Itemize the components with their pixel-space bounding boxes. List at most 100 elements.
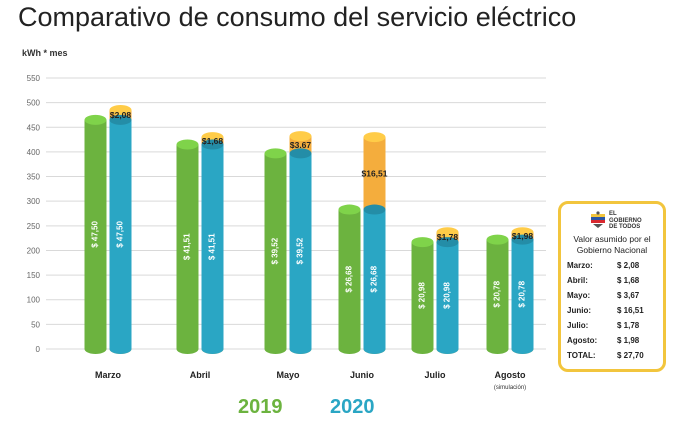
bar-subsidy-top [201, 132, 224, 143]
y-tick-label: 150 [27, 271, 41, 280]
bar-2020 [109, 119, 132, 349]
bar-2020-top [109, 114, 132, 125]
gobierno-logo: EL GOBIERNO DE TODOS [589, 209, 659, 231]
y-tick-label: 200 [27, 246, 41, 255]
bar-2019 [176, 144, 199, 349]
y-axis-label: kWh * mes [22, 48, 68, 58]
bar-2019-top [264, 148, 287, 159]
subsidy-row-label: Marzo: [567, 261, 593, 270]
subsidy-row: Abril: $ 1,68 [567, 276, 639, 285]
bar-2020-base [201, 344, 224, 354]
subsidy-label: $1,98 [512, 231, 534, 241]
bar-2019-top [176, 139, 199, 150]
bar-2019-base [176, 344, 199, 354]
bar-label-2019: $ 39,52 [271, 237, 280, 264]
bar-2019 [411, 242, 434, 349]
subsidy-row: Mayo: $ 3,67 [567, 291, 639, 300]
x-tick-label: Abril [190, 370, 211, 380]
logo-text-line: EL [609, 211, 617, 217]
bar-label-2019: $ 47,50 [91, 221, 100, 248]
subsidy-row: Marzo: $ 2,08 [567, 261, 639, 270]
bar-2019-base [264, 344, 287, 354]
bar-subsidy-top [109, 105, 132, 116]
y-tick-label: 100 [27, 296, 41, 305]
subsidy-row-label: Agosto: [567, 336, 598, 345]
y-tick-label: 250 [27, 222, 41, 231]
x-tick-note: (simulación) [494, 385, 526, 391]
subsidy-row-value: $ 27,70 [617, 351, 644, 360]
y-tick-label: 50 [31, 320, 40, 329]
bar-2019-top [486, 234, 509, 245]
y-tick-label: 450 [27, 123, 41, 132]
subsidy-box: EL GOBIERNO DE TODOS Valor asumido por e… [558, 201, 666, 372]
legend-2019: 2019 [238, 396, 283, 418]
bar-subsidy-top [363, 132, 386, 143]
bar-2019 [264, 153, 287, 349]
bar-2020-base [363, 344, 386, 354]
bar-label-2020: $ 20,98 [443, 282, 452, 309]
subsidy-row-label: Julio: [567, 321, 589, 330]
bar-2020-top [289, 148, 312, 159]
subsidy-row: Junio: $ 16,51 [567, 306, 644, 315]
bar-2020-top [363, 204, 386, 215]
bar-2020-base [511, 344, 534, 354]
subsidy-label: $16,51 [362, 168, 388, 178]
bar-2020-base [289, 344, 312, 354]
bar-2020-base [109, 344, 132, 354]
bar-2020 [436, 242, 459, 349]
y-tick-label: 550 [27, 74, 41, 83]
bar-label-2020: $ 39,52 [296, 237, 305, 264]
bar-subsidy-top [436, 227, 459, 238]
legend-2020: 2020 [330, 396, 375, 418]
x-tick-label: Julio [424, 370, 446, 380]
bar-2020-top [511, 234, 534, 245]
bar-2019 [338, 209, 361, 349]
bar-2020 [201, 144, 224, 349]
bar-label-2020: $ 47,50 [116, 221, 125, 248]
bar-label-2019: $ 20,78 [493, 280, 502, 307]
subsidy-row-label: Abril: [567, 276, 588, 285]
coat-of-arms-icon [591, 211, 605, 228]
subsidy-label: $1,68 [202, 136, 224, 146]
bar-2019-top [84, 114, 107, 125]
subsidy-box-heading: Valor asumido por el Gobierno Nacional [573, 234, 651, 255]
subsidy-row: Julio: $ 1,78 [567, 321, 639, 330]
subsidy-label: $1,78 [437, 232, 459, 242]
x-tick-label: Mayo [276, 370, 300, 380]
bar-subsidy-top [511, 227, 534, 238]
y-tick-label: 350 [27, 173, 41, 182]
bar-label-2019: $ 20,98 [418, 282, 427, 309]
bar-label-2019: $ 26,68 [345, 265, 354, 292]
y-tick-label: 500 [27, 99, 41, 108]
bar-2019-base [84, 344, 107, 354]
subsidy-label: $3.67 [290, 140, 312, 150]
subsidy-row-label: Mayo: [567, 291, 591, 300]
bar-2019-top [338, 204, 361, 215]
y-tick-label: 300 [27, 197, 41, 206]
bar-2020-base [436, 344, 459, 354]
y-tick-label: 400 [27, 148, 41, 157]
subsidy-row-label: TOTAL: [567, 351, 596, 360]
bar-2020 [289, 153, 312, 349]
subsidy-row-value: $ 1,98 [617, 336, 640, 345]
subsidy-row-value: $ 3,67 [617, 291, 640, 300]
bar-label-2020: $ 26,68 [370, 265, 379, 292]
bar-2020-top [436, 237, 459, 248]
subsidy-row-value: $ 1,68 [617, 276, 640, 285]
bar-2019-top [411, 237, 434, 248]
logo-text-line: GOBIERNO [609, 217, 642, 224]
bar-2019 [486, 239, 509, 349]
bar-2019 [84, 119, 107, 349]
bar-2019-base [486, 344, 509, 354]
bar-2019-base [338, 344, 361, 354]
subsidy-row-value: $ 1,78 [617, 321, 640, 330]
chart-title: Comparativo de consumo del servicio eléc… [18, 2, 577, 32]
subsidy-row-value: $ 16,51 [617, 306, 644, 315]
subsidy-row: Agosto: $ 1,98 [567, 336, 639, 345]
y-tick-label: 0 [36, 345, 41, 354]
bar-2020 [363, 209, 386, 349]
bar-subsidy-top [289, 131, 312, 142]
x-tick-label: Marzo [95, 370, 122, 380]
bar-label-2019: $ 41,51 [183, 233, 192, 260]
